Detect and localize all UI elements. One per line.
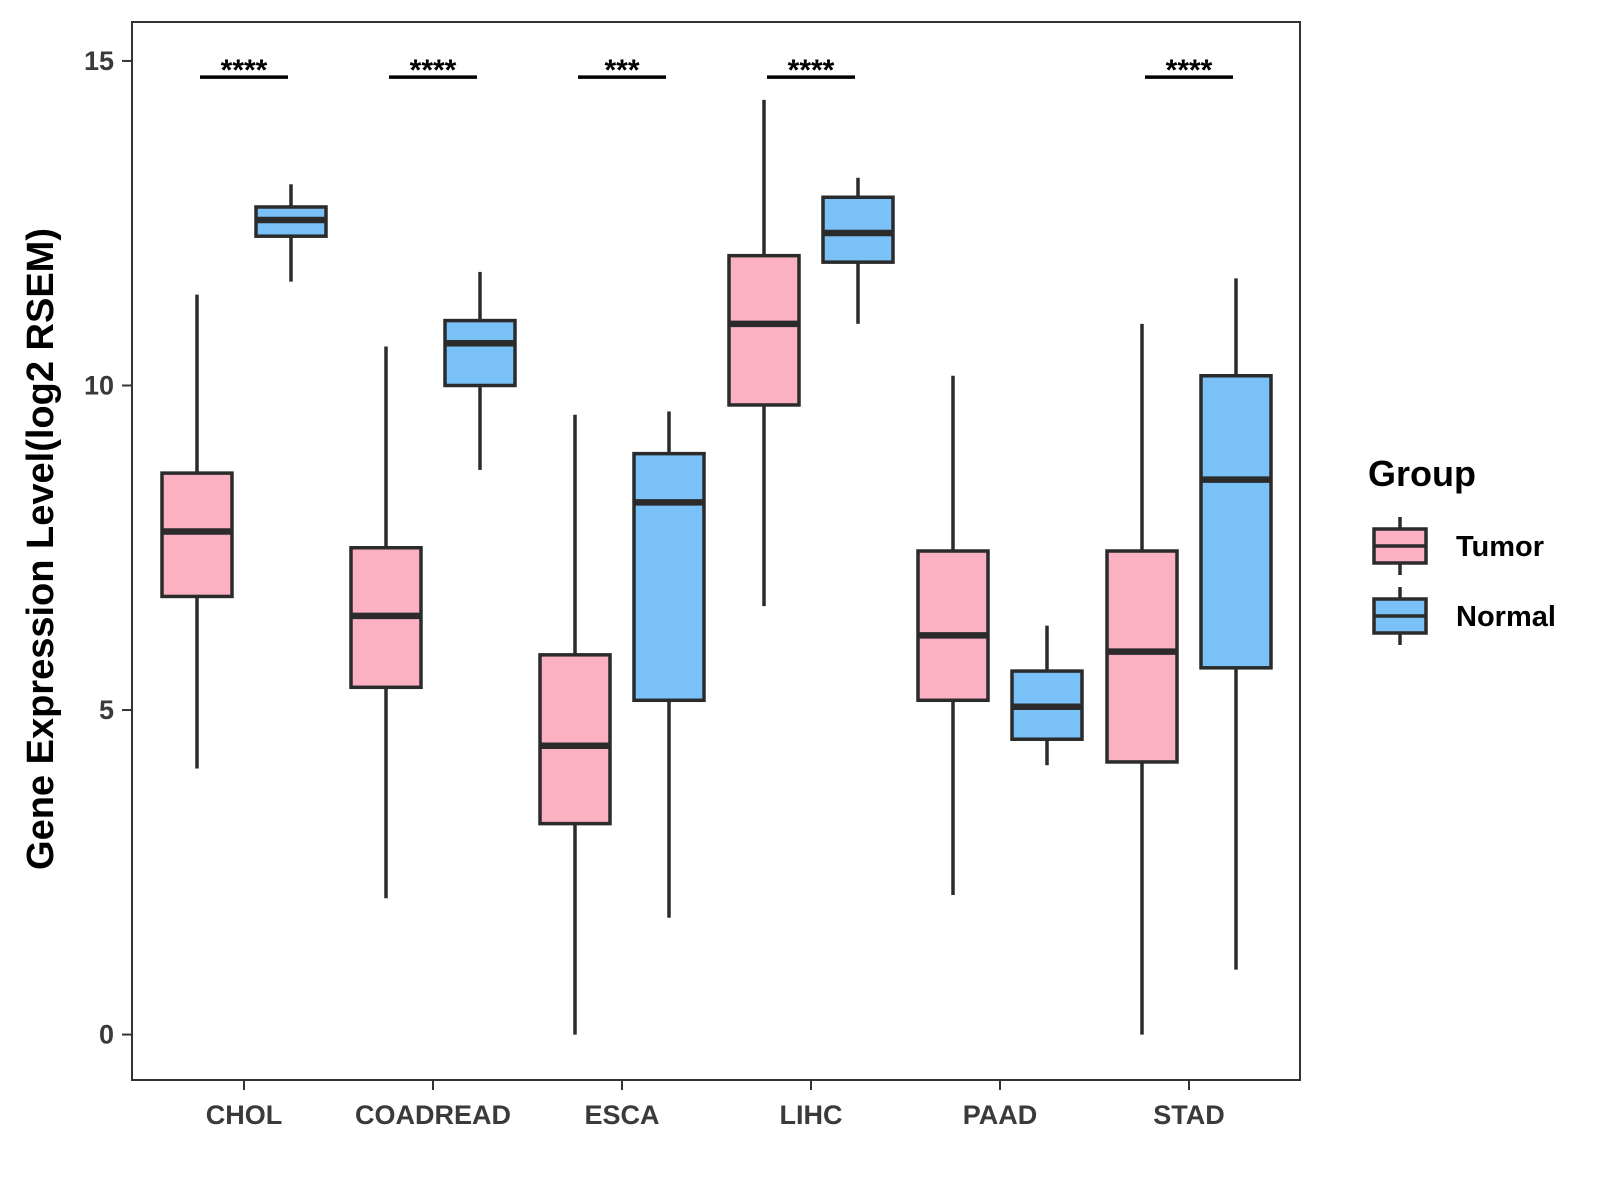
box-body-esca-tumor	[538, 653, 612, 826]
legend-label-normal: Normal	[1456, 601, 1556, 633]
box-chol-normal	[254, 184, 328, 282]
x-tick-label-esca: ESCA	[584, 1100, 659, 1130]
legend-title: Group	[1368, 453, 1476, 494]
y-tick-label-10: 10	[84, 370, 114, 400]
legend-key-tumor	[1372, 517, 1428, 575]
y-tick-label-15: 15	[84, 46, 114, 76]
x-tick-label-coadread: COADREAD	[355, 1100, 511, 1130]
x-tick-label-paad: PAAD	[963, 1100, 1038, 1130]
box-body-lihc-tumor	[727, 253, 801, 407]
box-body-stad-normal	[1199, 373, 1273, 670]
box-paad-tumor	[916, 375, 990, 896]
box-stad-tumor	[1105, 323, 1179, 1035]
significance-label-esca: ***	[604, 54, 639, 87]
box-lihc-tumor	[727, 99, 801, 607]
significance-label-stad: ****	[1166, 54, 1213, 87]
box-coadread-normal	[443, 271, 517, 470]
x-tick-label-lihc: LIHC	[780, 1100, 843, 1130]
box-esca-normal	[632, 411, 706, 918]
y-tick-label-0: 0	[99, 1020, 114, 1050]
significance-label-lihc: ****	[788, 54, 835, 87]
plot-area: **** **** *** **** ****	[160, 54, 1273, 1035]
y-tick-label-5: 5	[99, 695, 114, 725]
axes: 0 5 10 15 CHOL COADREAD ESCA LIHC PAAD STAD Gene E…	[20, 21, 1301, 1130]
legend-key-normal	[1372, 587, 1428, 645]
box-coadread-tumor	[349, 346, 423, 899]
y-axis-title: Gene Expression Level(log2 RSEM)	[20, 228, 62, 870]
box-chol-tumor	[160, 294, 234, 769]
box-body-esca-normal	[632, 451, 706, 703]
box-paad-normal	[1010, 625, 1084, 766]
panel-border	[131, 21, 1301, 1081]
box-body-coadread-normal	[443, 318, 517, 388]
legend: Group Tumor Normal	[1368, 453, 1556, 645]
x-tick-label-stad: STAD	[1153, 1100, 1225, 1130]
box-stad-normal	[1199, 278, 1273, 970]
significance-label-coadread: ****	[410, 54, 457, 87]
box-lihc-normal	[821, 177, 895, 324]
legend-label-tumor: Tumor	[1456, 531, 1544, 563]
significance-label-chol: ****	[221, 54, 268, 87]
box-body-stad-tumor	[1105, 549, 1179, 764]
box-body-paad-tumor	[916, 549, 990, 703]
box-esca-tumor	[538, 414, 612, 1035]
x-tick-label-chol: CHOL	[206, 1100, 283, 1130]
